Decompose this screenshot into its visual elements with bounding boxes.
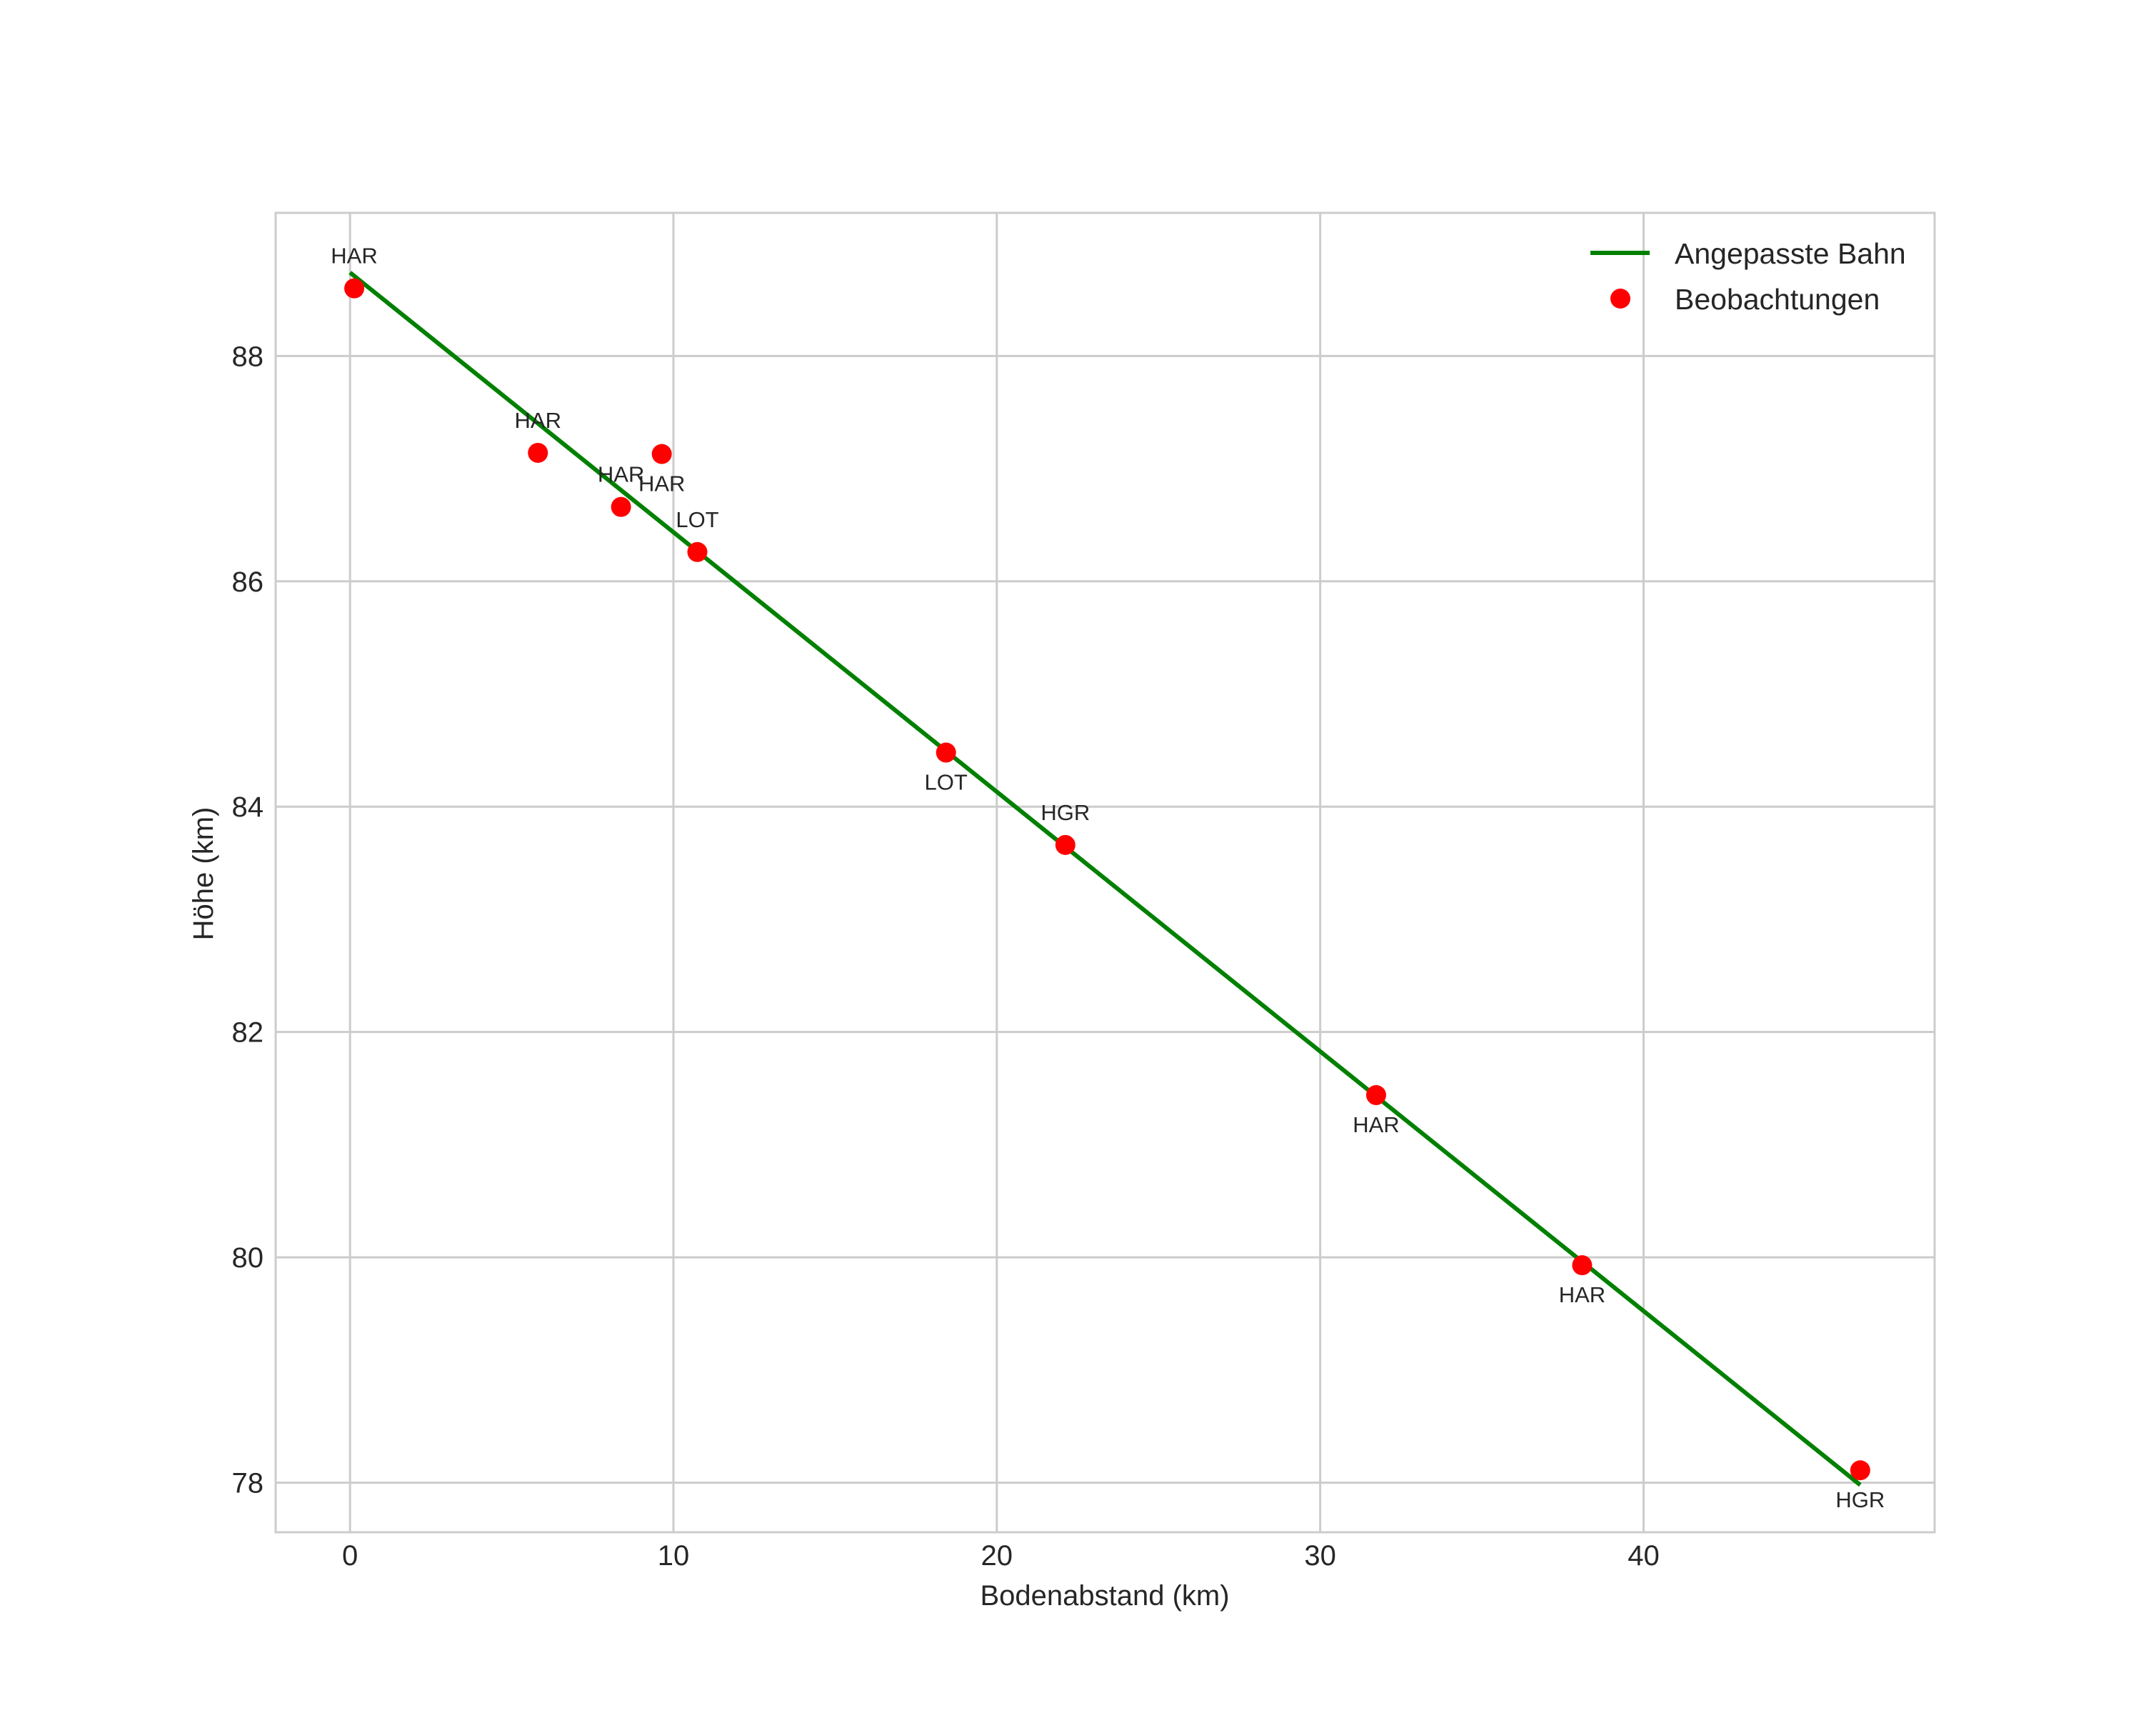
observation-point <box>611 496 631 517</box>
station-label: LOT <box>676 507 718 532</box>
observation-point <box>651 444 672 464</box>
station-label: LOT <box>925 770 968 795</box>
y-tick-label: 88 <box>232 341 264 372</box>
station-label: HGR <box>1041 800 1090 825</box>
station-label: HAR <box>331 244 377 269</box>
x-tick-label: 0 <box>342 1540 358 1572</box>
observation-point <box>687 541 708 562</box>
observation-points <box>344 278 1870 1481</box>
x-tick-label: 40 <box>1628 1540 1660 1572</box>
station-label: HAR <box>515 408 561 433</box>
grid-lines <box>276 213 1935 1532</box>
axes-frame <box>274 211 1936 1534</box>
observation-point <box>1572 1255 1593 1276</box>
y-axis-label: Höhe (km) <box>188 807 219 941</box>
legend-label-observations: Beobachtungen <box>1675 283 1880 316</box>
legend-dot-icon <box>1610 289 1630 309</box>
legend-label-fit: Angepasste Bahn <box>1675 237 1906 270</box>
y-axis-tick-labels: 78 80 82 84 86 88 <box>232 341 264 1499</box>
station-label: HGR <box>1835 1487 1885 1512</box>
observation-point <box>1365 1085 1386 1106</box>
x-axis-label: Bodenabstand (km) <box>980 1580 1229 1612</box>
y-tick-label: 80 <box>232 1242 264 1274</box>
y-tick-label: 86 <box>232 566 264 598</box>
station-label: HAR <box>638 471 685 496</box>
observation-point <box>936 742 956 763</box>
fitted-trajectory-line <box>349 271 1862 1487</box>
observation-point <box>344 278 365 299</box>
legend: Angepasste Bahn Beobachtungen <box>1590 237 1906 316</box>
x-axis-tick-labels: 0 10 20 30 40 <box>342 1540 1660 1572</box>
observation-point <box>1850 1460 1870 1481</box>
observation-point <box>528 442 548 463</box>
station-label: HAR <box>598 462 644 487</box>
station-label: HAR <box>1353 1112 1399 1137</box>
y-tick-label: 84 <box>232 791 264 823</box>
x-tick-label: 30 <box>1304 1540 1336 1572</box>
x-tick-label: 10 <box>658 1540 690 1572</box>
x-tick-label: 20 <box>981 1540 1013 1572</box>
observation-point <box>1055 834 1076 855</box>
y-tick-label: 82 <box>232 1017 264 1049</box>
fit-line <box>349 271 1862 1487</box>
y-tick-label: 78 <box>232 1468 264 1499</box>
station-label: HAR <box>1559 1282 1605 1307</box>
